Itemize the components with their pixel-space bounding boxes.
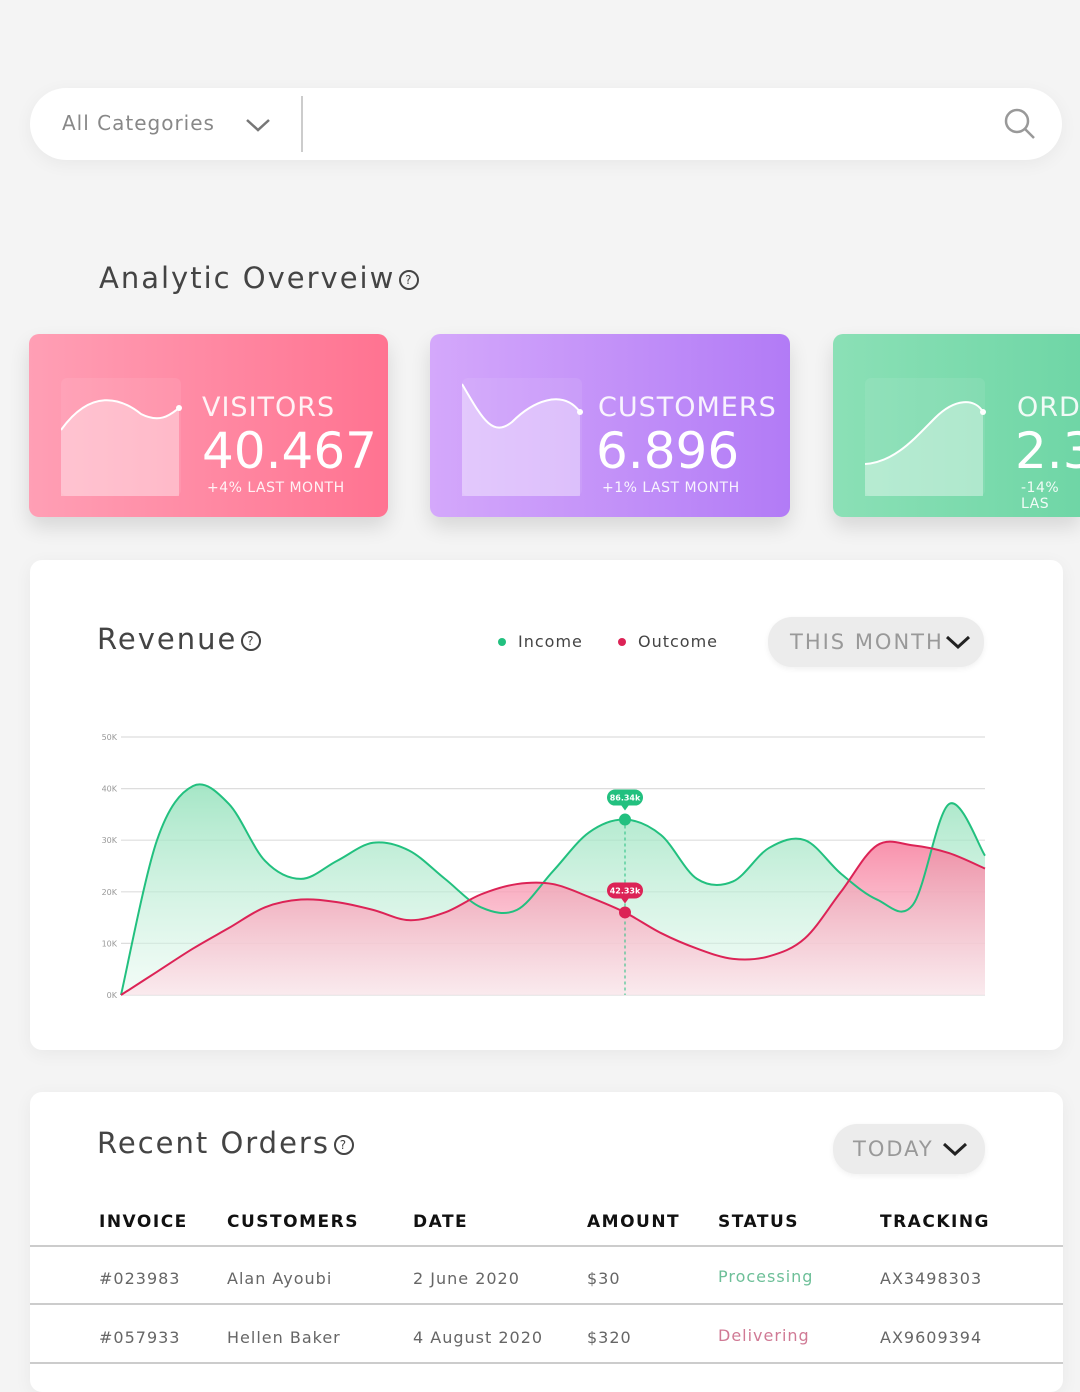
search-icon[interactable] [1002, 106, 1038, 142]
line [120, 783, 986, 996]
table-cell: #023983 [99, 1269, 181, 1288]
legend-label: Outcome [638, 632, 718, 651]
card-label: VISITORS [202, 392, 336, 423]
annotation-pointer [621, 897, 629, 904]
card-change: -14% LAS [1021, 480, 1060, 512]
orders-panel: Recent Orders? TODAY INVOICE CUSTOMERS DAT… [30, 1092, 1063, 1392]
period-select[interactable]: TODAY [833, 1124, 985, 1174]
period-label: TODAY [853, 1137, 934, 1161]
chevron [942, 1142, 968, 1157]
hover-point [619, 906, 631, 919]
revenue-title: Revenue [97, 622, 238, 656]
period-select[interactable]: THIS MONTH [768, 617, 984, 667]
legend-label: Income [518, 632, 583, 651]
annotation: 42.33k [610, 886, 641, 895]
stat-card: CUSTOMERS 6.896 +1% LAST MONTH [430, 334, 790, 517]
y-tick-label: 30K [102, 836, 118, 845]
table-cell: Hellen Baker [227, 1328, 341, 1347]
table-cell: Alan Ayoubi [227, 1269, 333, 1288]
help-icon[interactable]: ? [241, 631, 262, 651]
divider [301, 96, 303, 152]
annotation-pointer [621, 805, 629, 811]
table-cell: 4 August 2020 [413, 1328, 544, 1347]
category-select[interactable]: All Categories [62, 111, 215, 135]
stat-card: VISITORS 40.467 +4% LAST MONTH [29, 334, 388, 517]
revenue-heading: Revenue? [97, 622, 262, 656]
y-tick-label: 0K [107, 991, 118, 1000]
sparkline [865, 378, 986, 496]
revenue-chart: 0K 10K 20K 30K 40K 50K Income Outcome 86.34k 42.3… [102, 632, 986, 1000]
chevron [945, 635, 971, 650]
table-rule [30, 1303, 1063, 1305]
table-header: INVOICE [99, 1212, 188, 1232]
y-tick-label: 10K [102, 939, 118, 948]
help-icon[interactable]: ? [333, 1135, 354, 1155]
table-rule [30, 1245, 1063, 1247]
sparkline [462, 378, 583, 496]
table-header: STATUS [718, 1212, 800, 1232]
table-cell: $30 [587, 1269, 621, 1288]
card-change: +4% LAST MONTH [207, 480, 345, 496]
card-label: CUSTOMERS [598, 392, 777, 423]
table-header: CUSTOMERS [227, 1212, 359, 1232]
sparkline [61, 378, 182, 496]
table-header: DATE [413, 1212, 469, 1232]
search-bar[interactable]: All Categories [30, 88, 1062, 160]
period-label: THIS MONTH [790, 630, 944, 654]
table-rule [30, 1362, 1063, 1364]
overview-title: Analytic Overveiw [99, 261, 396, 295]
table-header: TRACKING [880, 1212, 990, 1232]
card-value: 2.3 [1015, 422, 1080, 480]
overview-heading: Analytic Overveiw? [99, 261, 420, 295]
table-cell: #057933 [99, 1328, 181, 1347]
chevron [246, 119, 270, 132]
orders-heading: Recent Orders? [97, 1126, 354, 1160]
annotation-bubble [607, 789, 643, 806]
table-cell: 2 June 2020 [413, 1269, 520, 1288]
card-label: ORD [1017, 392, 1080, 423]
line [120, 840, 986, 996]
revenue-panel: Revenue? THIS MONTH 0K 10K 20K 30K 40K 50K Inc… [30, 560, 1063, 1050]
table-cell: AX9609394 [880, 1328, 983, 1347]
legend-dot [498, 638, 506, 646]
annotation: 86.34k [610, 794, 641, 803]
table-cell: Processing [718, 1267, 814, 1286]
y-tick-label: 20K [102, 888, 118, 897]
card-value: 40.467 [202, 422, 377, 480]
help-icon[interactable]: ? [399, 270, 420, 290]
table-cell: $320 [587, 1328, 632, 1347]
stat-card: ORD 2.3 -14% LAS [833, 334, 1080, 517]
orders-title: Recent Orders [97, 1126, 330, 1160]
table-header: AMOUNT [587, 1212, 681, 1232]
table-cell: AX3498303 [880, 1269, 983, 1288]
annotation-bubble [607, 882, 643, 899]
y-tick-label: 50K [102, 733, 118, 742]
page: All Categories Analytic Overveiw? VISITO… [29, 88, 1080, 1392]
card-value: 6.896 [596, 422, 740, 480]
y-tick-label: 40K [102, 785, 118, 794]
orders-table: INVOICE CUSTOMERS DATE AMOUNT STATUS TRACKING… [30, 1092, 1063, 1392]
hover-point [619, 813, 631, 826]
table-cell: Delivering [718, 1326, 810, 1345]
legend-dot [618, 638, 626, 646]
card-change: +1% LAST MONTH [602, 480, 740, 496]
